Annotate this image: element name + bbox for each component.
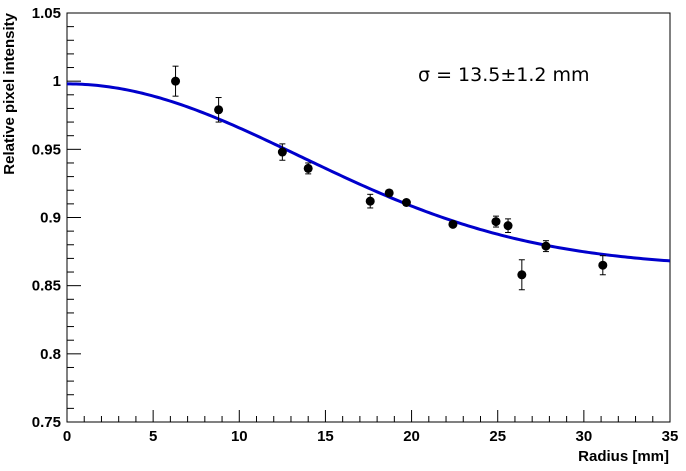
x-tick-label: 0 [63,428,71,445]
x-axis-title: Radius [mm] [578,448,669,465]
data-point [277,147,287,157]
data-point [517,270,527,280]
y-axis-title: Relative pixel intensity [1,12,18,174]
data-points [171,65,608,291]
x-tick-label: 25 [489,428,506,445]
x-tick-label: 15 [317,428,334,445]
data-point [503,221,513,231]
data-point [598,260,608,270]
data-point [541,241,551,251]
x-tick-label: 35 [662,428,679,445]
data-point [214,105,224,115]
y-tick-label: 0.75 [32,414,61,431]
data-point [448,219,458,229]
data-point [491,217,501,227]
y-tick-label: 0.9 [40,210,61,227]
data-point [365,196,375,206]
data-point [384,188,394,198]
data-point [171,76,181,86]
sigma-annotation: σ = 13.5±1.2 mm [418,64,590,86]
fit-curve [66,82,671,263]
axis-tick-labels: 0 5 10 15 20 25 30 35 0.75 0.8 0.85 0.9 0.95 1 1.05 [32,5,679,445]
data-point [401,198,411,208]
x-tick-label: 10 [231,428,248,445]
axis-ticks [66,12,671,423]
x-tick-label: 30 [576,428,593,445]
y-tick-label: 1 [53,73,61,90]
x-tick-label: 20 [403,428,420,445]
y-tick-label: 0.85 [32,278,61,295]
data-point [303,163,313,173]
y-tick-label: 1.05 [32,5,61,22]
x-tick-label: 5 [149,428,157,445]
y-tick-label: 0.8 [40,346,61,363]
y-tick-label: 0.95 [32,141,61,158]
